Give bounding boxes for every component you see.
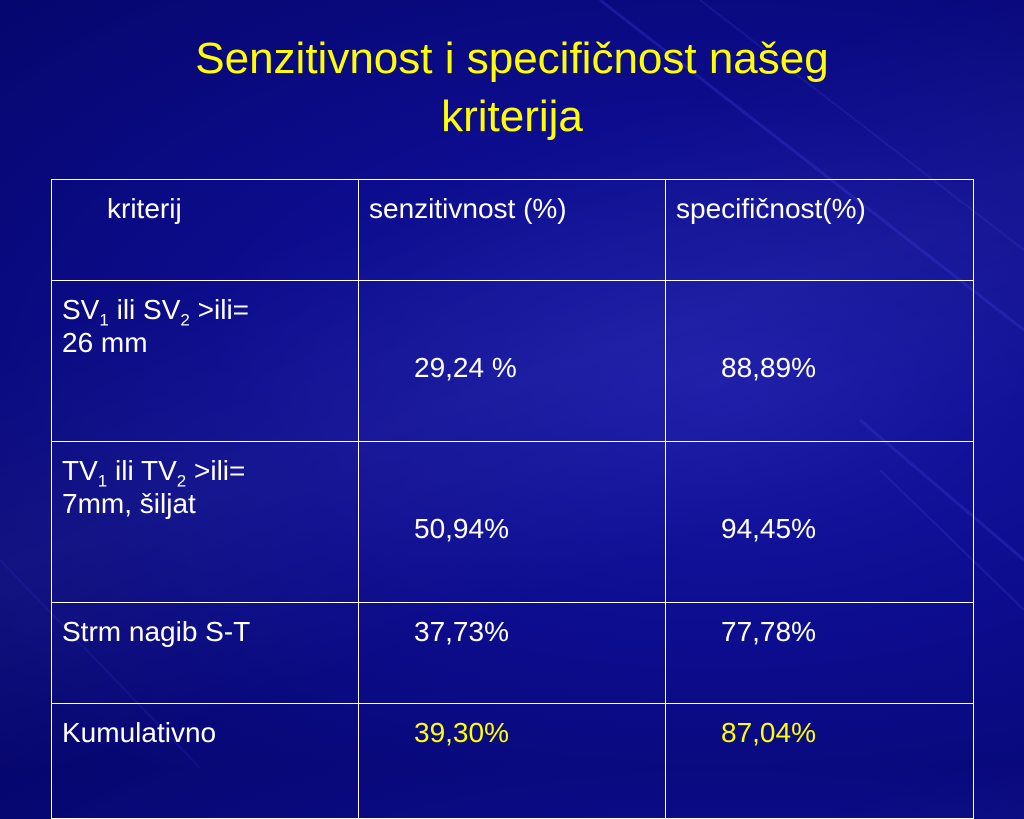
sensitivity-value: 37,73% — [358, 602, 666, 704]
header-kriterij: kriterij — [51, 179, 359, 281]
table-row: SV1 ili SV2 >ili= 26 mm 29,24 % 88,89% — [51, 280, 974, 442]
criterion-subscript: 1 — [97, 471, 108, 491]
criterion-text: TV — [62, 455, 98, 486]
header-specificnost: specifičnost(%) — [665, 179, 974, 281]
criterion-text: >ili= — [189, 294, 250, 325]
slide-title-line-1: Senzitivnost i specifičnost našeg — [195, 34, 829, 83]
table-row: TV1 ili TV2 >ili= 7mm, šiljat 50,94% 94,… — [51, 441, 974, 603]
criterion-text: >ili= — [186, 455, 246, 486]
specificity-value: 77,78% — [665, 602, 974, 704]
criterion-subscript: 2 — [176, 471, 187, 491]
table-row: Kumulativno 39,30% 87,04% — [51, 703, 974, 819]
table-header-row: kriterij senzitivnost (%) specifičnost(%… — [51, 179, 974, 281]
sensitivity-value: 29,24 % — [358, 280, 666, 442]
criterion-subscript: 2 — [180, 310, 190, 330]
criterion-cell: TV1 ili TV2 >ili= 7mm, šiljat — [51, 441, 359, 603]
criterion-text: ili TV — [107, 455, 177, 486]
criterion-text: SV — [62, 294, 100, 325]
cumulative-specificity-value: 87,04% — [665, 703, 974, 819]
slide-title-line-2: kriterija — [441, 92, 583, 141]
cumulative-sensitivity-value: 39,30% — [358, 703, 666, 819]
criterion-cell: Strm nagib S-T — [51, 602, 359, 704]
slide-title: Senzitivnost i specifičnost našeg kriter… — [40, 30, 984, 146]
criterion-subscript: 1 — [99, 310, 109, 330]
criterion-text-line-2: 26 mm — [62, 327, 148, 358]
specificity-value: 88,89% — [665, 280, 974, 442]
criteria-table: kriterij senzitivnost (%) specifičnost(%… — [51, 179, 974, 819]
criterion-cell: Kumulativno — [51, 703, 359, 819]
criterion-text-line-2: 7mm, šiljat — [62, 488, 196, 519]
header-senzitivnost: senzitivnost (%) — [358, 179, 666, 281]
sensitivity-value: 50,94% — [358, 441, 666, 603]
criterion-text: ili SV — [108, 294, 181, 325]
criterion-cell: SV1 ili SV2 >ili= 26 mm — [51, 280, 359, 442]
table-row: Strm nagib S-T 37,73% 77,78% — [51, 602, 974, 704]
specificity-value: 94,45% — [665, 441, 974, 603]
